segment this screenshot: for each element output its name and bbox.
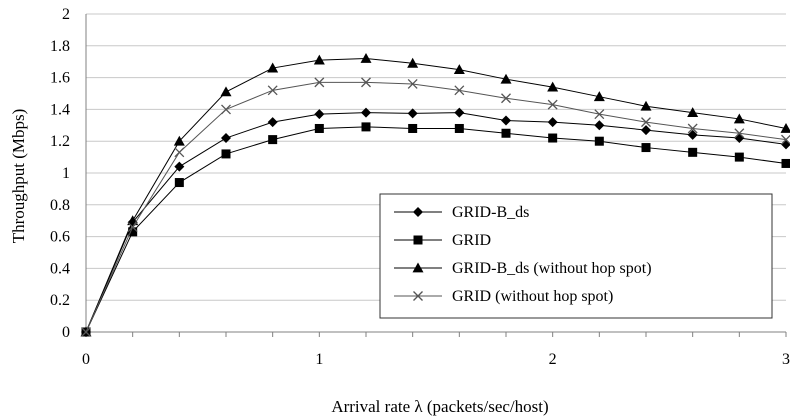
data-point bbox=[81, 327, 91, 337]
y-tick-label: 1 bbox=[62, 165, 70, 182]
legend-label: GRID (without hop spot) bbox=[452, 288, 613, 305]
data-point bbox=[407, 108, 418, 119]
legend-item: GRID bbox=[394, 232, 491, 249]
data-point bbox=[221, 133, 231, 144]
data-point bbox=[454, 85, 465, 96]
data-point bbox=[454, 123, 464, 133]
legend-label: GRID bbox=[452, 232, 491, 249]
data-point bbox=[361, 77, 371, 88]
legend-label: GRID-B_ds (without hop spot) bbox=[452, 260, 652, 277]
y-tick-label: 1.4 bbox=[50, 101, 70, 118]
data-point bbox=[454, 107, 465, 118]
x-tick-label: 0 bbox=[82, 351, 90, 368]
y-tick-label: 2 bbox=[62, 6, 70, 23]
legend-item: GRID (without hop spot) bbox=[394, 288, 613, 305]
data-point bbox=[687, 107, 699, 117]
series-line bbox=[85, 112, 787, 333]
data-point bbox=[734, 128, 745, 139]
data-point bbox=[501, 115, 511, 126]
data-point bbox=[781, 134, 790, 145]
data-point bbox=[780, 122, 790, 133]
x-axis-title: Arrival rate λ (packets/sec/host) bbox=[331, 397, 548, 416]
data-point bbox=[220, 86, 232, 97]
series-line bbox=[85, 126, 787, 333]
data-point bbox=[734, 152, 744, 162]
data-point bbox=[593, 91, 605, 102]
series-line bbox=[85, 81, 787, 333]
data-point bbox=[361, 107, 371, 118]
tick-labels: 0 0.2 0.4 0.6 0.8 1 1.2 1.4 1.6 1.8 2 0 1 2 3 bbox=[50, 6, 790, 368]
y-tick-label: 1.8 bbox=[50, 38, 70, 55]
data-point bbox=[360, 53, 372, 63]
data-point bbox=[267, 117, 278, 128]
x-tick-label: 3 bbox=[782, 351, 790, 368]
data-point bbox=[314, 77, 325, 88]
data-point bbox=[733, 113, 745, 124]
legend-marker bbox=[413, 235, 423, 245]
data-point bbox=[314, 109, 325, 120]
data-point bbox=[127, 222, 138, 233]
data-point bbox=[267, 62, 279, 73]
data-series bbox=[80, 53, 790, 337]
data-point bbox=[501, 128, 511, 138]
series-3 bbox=[81, 77, 790, 337]
data-point bbox=[594, 120, 605, 131]
series-2 bbox=[80, 53, 790, 337]
y-tick-label: 0.2 bbox=[50, 292, 70, 309]
data-point bbox=[687, 129, 698, 140]
data-point bbox=[688, 147, 698, 157]
data-point bbox=[781, 158, 790, 168]
legend-item: GRID-B_ds bbox=[394, 204, 529, 221]
data-point bbox=[314, 123, 324, 133]
data-point bbox=[548, 133, 558, 143]
data-point bbox=[641, 125, 651, 136]
x-tick-label: 1 bbox=[315, 351, 323, 368]
data-point bbox=[547, 99, 558, 110]
legend: GRID-B_ds GRID GRID-B_ds (without hop spot… bbox=[379, 193, 773, 319]
y-tick-label: 0 bbox=[62, 324, 70, 341]
y-tick-label: 0.8 bbox=[50, 197, 70, 214]
y-axis-title: Throughput (Mbps) bbox=[9, 109, 28, 244]
data-point bbox=[313, 54, 325, 65]
data-point bbox=[594, 109, 605, 120]
data-point bbox=[640, 100, 652, 111]
y-tick-label: 1.2 bbox=[50, 133, 70, 150]
series-line bbox=[85, 58, 787, 333]
data-point bbox=[594, 136, 604, 146]
data-point bbox=[267, 85, 278, 96]
gridlines bbox=[86, 13, 786, 301]
data-point bbox=[407, 57, 419, 68]
data-point bbox=[547, 117, 558, 128]
data-point bbox=[221, 149, 231, 159]
data-point bbox=[641, 117, 651, 128]
data-point bbox=[174, 147, 185, 158]
data-point bbox=[501, 93, 511, 104]
y-tick-label: 1.6 bbox=[50, 70, 70, 87]
data-point bbox=[687, 123, 698, 134]
data-point bbox=[361, 122, 371, 132]
data-point bbox=[173, 135, 185, 146]
legend-marker bbox=[413, 291, 423, 301]
data-point bbox=[268, 135, 278, 145]
data-point bbox=[500, 73, 512, 84]
data-point bbox=[128, 227, 138, 237]
y-tick-label: 0.6 bbox=[50, 229, 70, 246]
data-point bbox=[221, 104, 231, 115]
legend-marker bbox=[412, 262, 424, 273]
data-point bbox=[641, 143, 651, 153]
y-tick-label: 0.4 bbox=[50, 260, 70, 277]
legend-marker bbox=[413, 207, 423, 217]
x-tick-label: 2 bbox=[549, 351, 557, 368]
legend-label: GRID-B_ds bbox=[452, 204, 529, 221]
legend-box bbox=[379, 193, 773, 319]
data-point bbox=[407, 79, 418, 89]
legend-item: GRID-B_ds (without hop spot) bbox=[394, 260, 652, 277]
data-point bbox=[174, 161, 185, 172]
data-point bbox=[408, 123, 418, 133]
data-point bbox=[547, 81, 559, 92]
data-point bbox=[174, 178, 184, 188]
data-point bbox=[453, 64, 465, 75]
